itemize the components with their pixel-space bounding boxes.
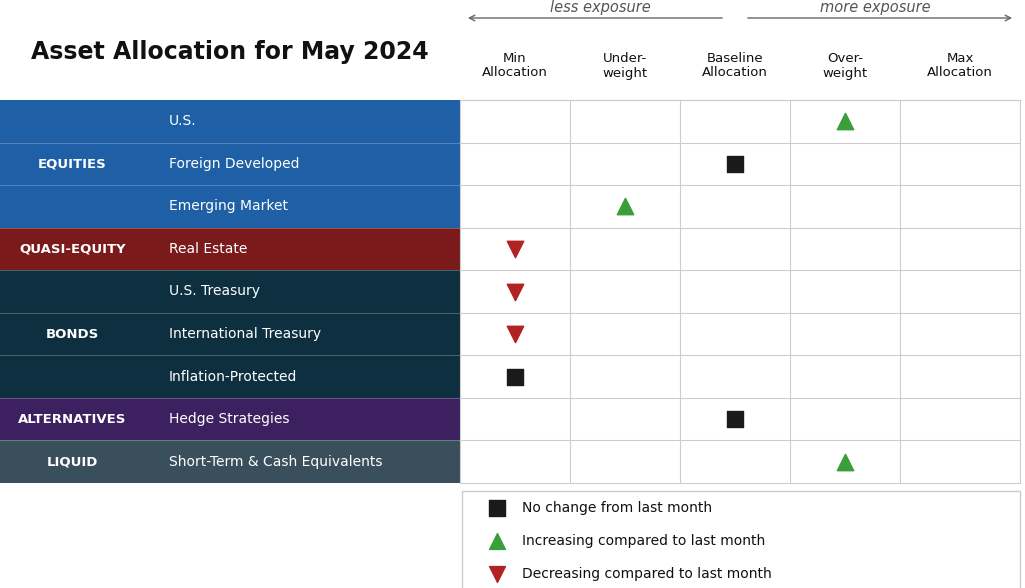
Bar [0,100,460,142]
Point [727,415,743,424]
Point [506,287,523,296]
Bar [0,270,460,313]
Text: U.S.: U.S. [169,114,197,128]
Point [489,503,505,512]
Text: Min
Allocation: Min Allocation [482,52,548,79]
Bar [0,355,460,398]
Text: Inflation-Protected: Inflation-Protected [169,370,297,383]
Text: U.S. Treasury: U.S. Treasury [169,285,260,299]
Bar [0,440,460,483]
Text: Real Estate: Real Estate [169,242,247,256]
Text: Baseline
Allocation: Baseline Allocation [702,52,768,79]
Point [727,159,743,169]
Point [489,570,505,579]
Text: Increasing compared to last month: Increasing compared to last month [522,534,766,548]
Text: LIQUID: LIQUID [47,455,98,468]
Text: more exposure: more exposure [820,0,931,15]
Point [506,244,523,253]
Text: Decreasing compared to last month: Decreasing compared to last month [522,567,772,582]
Bar [462,491,1020,588]
Text: Emerging Market: Emerging Market [169,199,288,213]
Bar [0,313,460,355]
Bar [0,398,460,440]
Text: Max
Allocation: Max Allocation [927,52,993,79]
Text: Under-
weight: Under- weight [603,52,648,79]
Point [836,116,853,126]
Text: Asset Allocation for May 2024: Asset Allocation for May 2024 [31,40,428,64]
Point [506,329,523,339]
Point [489,536,505,546]
Text: Foreign Developed: Foreign Developed [169,157,299,171]
Text: No change from last month: No change from last month [522,500,712,514]
Bar [0,142,460,185]
Point [506,372,523,381]
Text: Over-
weight: Over- weight [822,52,867,79]
Text: ALTERNATIVES: ALTERNATIVES [18,413,127,426]
Point [617,202,633,211]
Text: less exposure: less exposure [549,0,651,15]
Point [836,457,853,466]
Text: Hedge Strategies: Hedge Strategies [169,412,289,426]
Text: Short-Term & Cash Equivalents: Short-Term & Cash Equivalents [169,455,382,469]
Text: EQUITIES: EQUITIES [38,158,107,171]
Text: International Treasury: International Treasury [169,327,321,341]
Bar [0,185,460,228]
Text: BONDS: BONDS [46,328,99,340]
Bar [0,228,460,270]
Text: QUASI-EQUITY: QUASI-EQUITY [19,242,126,255]
